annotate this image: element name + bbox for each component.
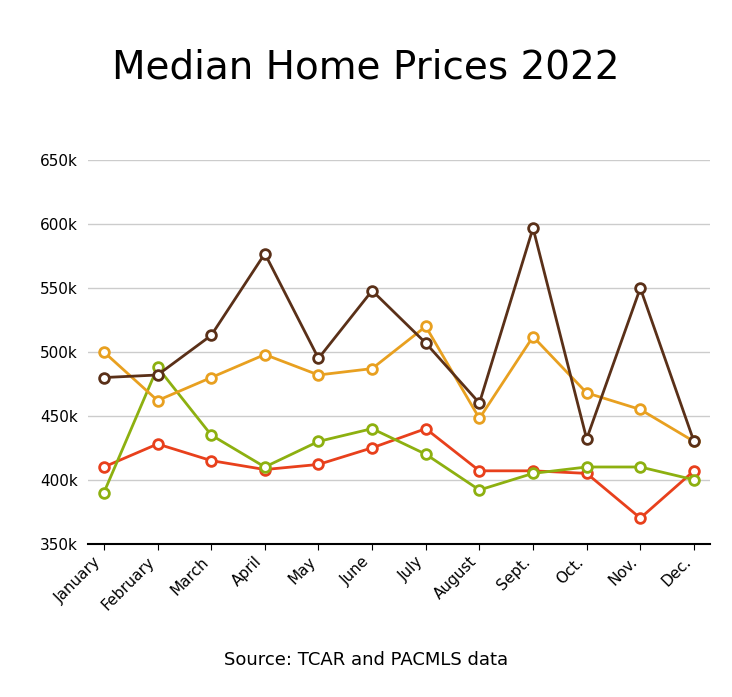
Kennewick xyxy=(422,424,430,433)
Line: Kennewick: Kennewick xyxy=(99,424,699,523)
Pasco xyxy=(367,424,376,433)
Pasco xyxy=(153,363,162,372)
Pasco xyxy=(529,469,537,477)
West Richland xyxy=(529,224,537,232)
West Richland xyxy=(153,371,162,379)
Pasco xyxy=(261,463,269,471)
Richland xyxy=(153,397,162,405)
West Richland xyxy=(422,339,430,347)
West Richland xyxy=(690,437,698,445)
Richland xyxy=(367,365,376,373)
Kennewick xyxy=(582,469,591,477)
Kennewick xyxy=(261,466,269,474)
Kennewick xyxy=(690,467,698,475)
Kennewick xyxy=(153,440,162,448)
West Richland xyxy=(367,286,376,295)
Richland xyxy=(207,374,216,382)
Pasco xyxy=(207,431,216,439)
Pasco xyxy=(636,463,645,471)
West Richland xyxy=(475,399,484,407)
Line: West Richland: West Richland xyxy=(99,223,699,446)
Richland xyxy=(636,405,645,413)
Kennewick xyxy=(475,467,484,475)
Pasco xyxy=(422,450,430,459)
Kennewick xyxy=(636,514,645,522)
Pasco xyxy=(475,486,484,494)
Kennewick xyxy=(207,457,216,465)
Kennewick xyxy=(100,463,108,471)
Richland xyxy=(100,348,108,356)
Richland xyxy=(261,351,269,359)
Pasco xyxy=(314,437,323,445)
West Richland xyxy=(100,374,108,382)
Pasco xyxy=(100,489,108,497)
Richland xyxy=(582,389,591,397)
Richland xyxy=(422,322,430,330)
Richland xyxy=(475,414,484,422)
Line: Richland: Richland xyxy=(99,321,699,446)
Text: Median Home Prices 2022: Median Home Prices 2022 xyxy=(112,49,620,87)
Pasco xyxy=(582,463,591,471)
Line: Pasco: Pasco xyxy=(99,362,699,498)
West Richland xyxy=(636,284,645,292)
West Richland xyxy=(314,354,323,362)
Kennewick xyxy=(529,467,537,475)
Kennewick xyxy=(314,460,323,468)
West Richland xyxy=(261,250,269,258)
West Richland xyxy=(582,435,591,443)
Richland xyxy=(314,371,323,379)
West Richland xyxy=(207,331,216,339)
Kennewick xyxy=(367,443,376,452)
Richland xyxy=(690,437,698,445)
Text: Source: TCAR and PACMLS data: Source: TCAR and PACMLS data xyxy=(224,651,508,669)
Richland xyxy=(529,332,537,341)
Pasco xyxy=(690,475,698,484)
